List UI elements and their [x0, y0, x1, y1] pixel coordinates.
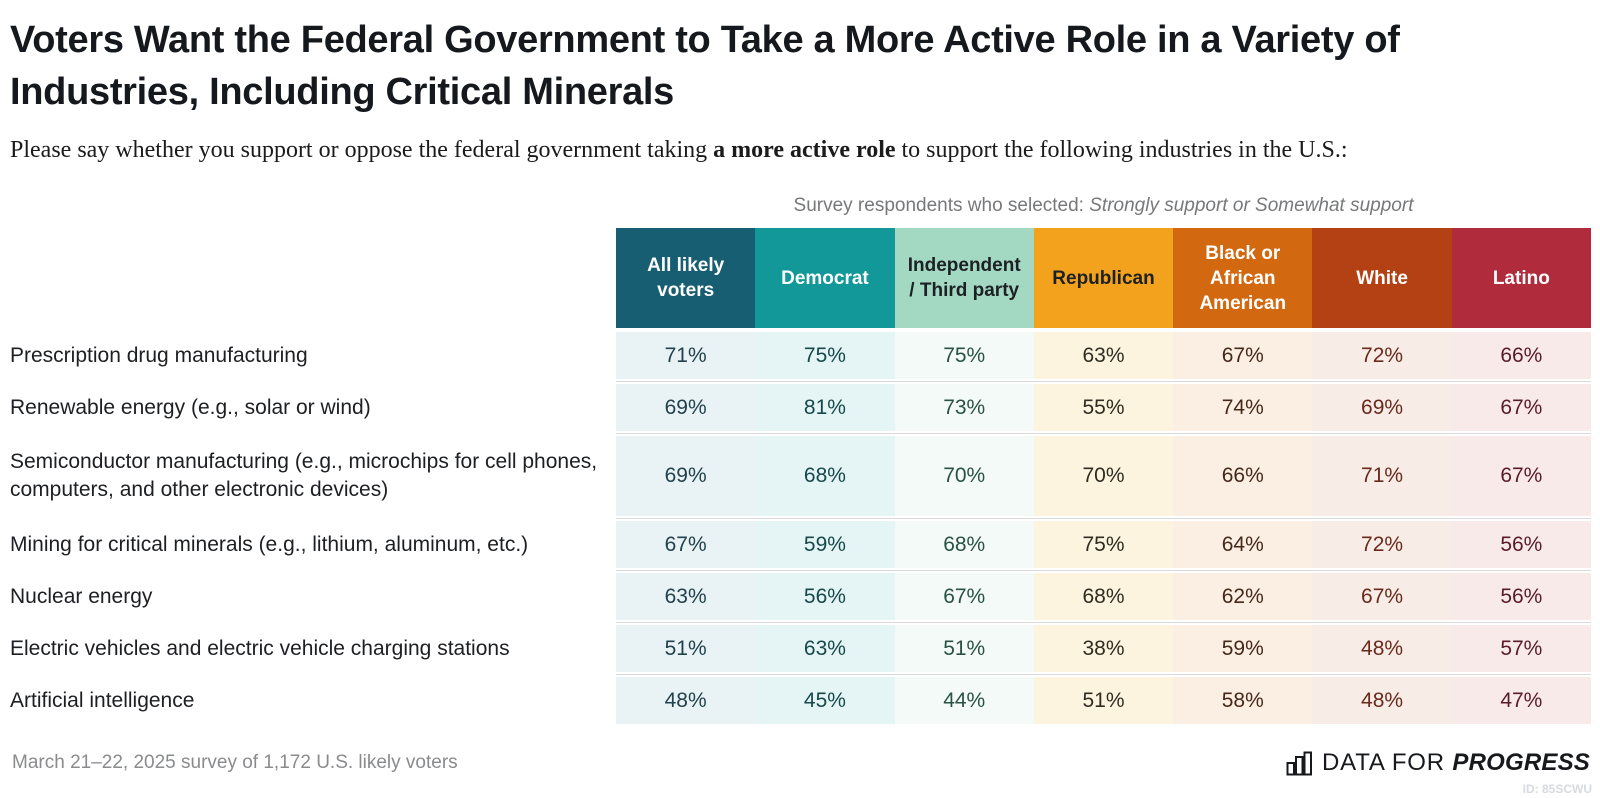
- table-row: Semiconductor manufacturing (e.g., micro…: [10, 436, 1591, 516]
- value-cell: 72%: [1312, 332, 1452, 379]
- column-header: White: [1312, 228, 1452, 328]
- footer: March 21–22, 2025 survey of 1,172 U.S. l…: [12, 749, 1590, 777]
- source-note: March 21–22, 2025 survey of 1,172 U.S. l…: [12, 752, 458, 773]
- value-cell: 51%: [616, 625, 756, 672]
- row-separator: [10, 620, 1591, 625]
- value-cell: 68%: [755, 436, 895, 516]
- value-cell: 57%: [1451, 625, 1591, 672]
- row-label: Nuclear energy: [10, 584, 153, 608]
- value-cell: 67%: [894, 573, 1034, 620]
- subtitle-suffix: to support the following industries in t…: [895, 137, 1348, 163]
- value-cell: 48%: [1312, 625, 1452, 672]
- row-label: Semiconductor manufacturing (e.g., micro…: [10, 450, 598, 501]
- value-cell: 71%: [616, 332, 756, 379]
- table-row: Mining for critical minerals (e.g., lith…: [10, 521, 1591, 568]
- row-label: Prescription drug manufacturing: [10, 343, 308, 367]
- value-cell: 58%: [1173, 677, 1313, 724]
- value-cell: 56%: [1451, 521, 1591, 568]
- column-header: Latino: [1451, 228, 1591, 328]
- table-header-row: All likely voters Democrat Independent / T…: [10, 228, 1591, 328]
- value-cell: 63%: [755, 625, 895, 672]
- value-cell: 51%: [894, 625, 1034, 672]
- value-cell: 66%: [1173, 436, 1313, 516]
- value-cell: 48%: [1312, 677, 1452, 724]
- value-cell: 56%: [755, 573, 895, 620]
- subtitle: Please say whether you support or oppose…: [10, 135, 1590, 165]
- page-title: Voters Want the Federal Government to Ta…: [10, 19, 1400, 113]
- table-note: Survey respondents who selected: Strongl…: [616, 195, 1591, 217]
- value-cell: 69%: [616, 436, 756, 516]
- table-note-italic: Strongly support or Somewhat support: [1089, 195, 1414, 216]
- row-separator: [10, 431, 1591, 436]
- value-cell: 38%: [1033, 625, 1174, 672]
- value-cell: 47%: [1451, 677, 1591, 724]
- survey-table: All likely voters Democrat Independent / T…: [10, 228, 1591, 724]
- value-cell: 63%: [1033, 332, 1174, 379]
- row-separator: [10, 672, 1591, 677]
- table-row: Nuclear energy 63% 56% 67% 68% 62% 67% 56%: [10, 573, 1591, 620]
- table-row: Electric vehicles and electric vehicle c…: [10, 625, 1591, 672]
- value-cell: 44%: [894, 677, 1034, 724]
- value-cell: 63%: [616, 573, 756, 620]
- value-cell: 59%: [1173, 625, 1313, 672]
- value-cell: 59%: [755, 521, 895, 568]
- value-cell: 71%: [1312, 436, 1452, 516]
- column-header: Democrat: [755, 228, 895, 328]
- column-header: Republican: [1033, 228, 1174, 328]
- column-header: Independent / Third party: [894, 228, 1034, 328]
- column-header: All likely voters: [616, 228, 756, 328]
- value-cell: 75%: [1033, 521, 1174, 568]
- value-cell: 51%: [1033, 677, 1174, 724]
- value-cell: 68%: [1033, 573, 1174, 620]
- value-cell: 67%: [616, 521, 756, 568]
- value-cell: 68%: [894, 521, 1034, 568]
- brand-prefix: DATA FOR: [1322, 749, 1445, 776]
- table-note-row: Survey respondents who selected: Strongl…: [10, 195, 1590, 217]
- value-cell: 75%: [755, 332, 895, 379]
- value-cell: 75%: [894, 332, 1034, 379]
- value-cell: 73%: [894, 384, 1034, 431]
- row-separator: [10, 516, 1591, 521]
- dfp-logo: DATA FOR PROGRESS: [1286, 749, 1590, 777]
- value-cell: 45%: [755, 677, 895, 724]
- watermark-id: ID: 85SCWU: [1522, 782, 1592, 796]
- row-label: Mining for critical minerals (e.g., lith…: [10, 532, 529, 556]
- value-cell: 69%: [616, 384, 756, 431]
- table-row: Prescription drug manufacturing 71% 75% 75%…: [10, 332, 1591, 379]
- value-cell: 64%: [1173, 521, 1313, 568]
- row-separator: [10, 379, 1591, 384]
- brand-text: DATA FOR PROGRESS: [1322, 749, 1590, 777]
- value-cell: 67%: [1451, 384, 1591, 431]
- value-cell: 62%: [1173, 573, 1313, 620]
- value-cell: 48%: [616, 677, 756, 724]
- table-note-prefix: Survey respondents who selected:: [793, 195, 1090, 216]
- column-header: Black or African American: [1173, 228, 1313, 328]
- value-cell: 67%: [1451, 436, 1591, 516]
- value-cell: 81%: [755, 384, 895, 431]
- value-cell: 69%: [1312, 384, 1452, 431]
- header-spacer: [10, 228, 616, 328]
- brand-bold: PROGRESS: [1452, 749, 1590, 776]
- table-row: Renewable energy (e.g., solar or wind) 69…: [10, 384, 1591, 431]
- value-cell: 66%: [1451, 332, 1591, 379]
- row-label: Electric vehicles and electric vehicle c…: [10, 636, 510, 660]
- value-cell: 70%: [894, 436, 1034, 516]
- row-label: Renewable energy (e.g., solar or wind): [10, 395, 371, 419]
- bar-chart-icon: [1286, 751, 1313, 775]
- value-cell: 67%: [1312, 573, 1452, 620]
- value-cell: 70%: [1033, 436, 1174, 516]
- subtitle-bold: a more active role: [713, 137, 896, 163]
- value-cell: 74%: [1173, 384, 1313, 431]
- value-cell: 67%: [1173, 332, 1313, 379]
- value-cell: 56%: [1451, 573, 1591, 620]
- value-cell: 72%: [1312, 521, 1452, 568]
- subtitle-prefix: Please say whether you support or oppose…: [10, 137, 714, 163]
- table-row: Artificial intelligence 48% 45% 44% 51% 58% 48…: [10, 677, 1591, 724]
- row-separator: [10, 568, 1591, 573]
- value-cell: 55%: [1033, 384, 1174, 431]
- row-label: Artificial intelligence: [10, 688, 195, 712]
